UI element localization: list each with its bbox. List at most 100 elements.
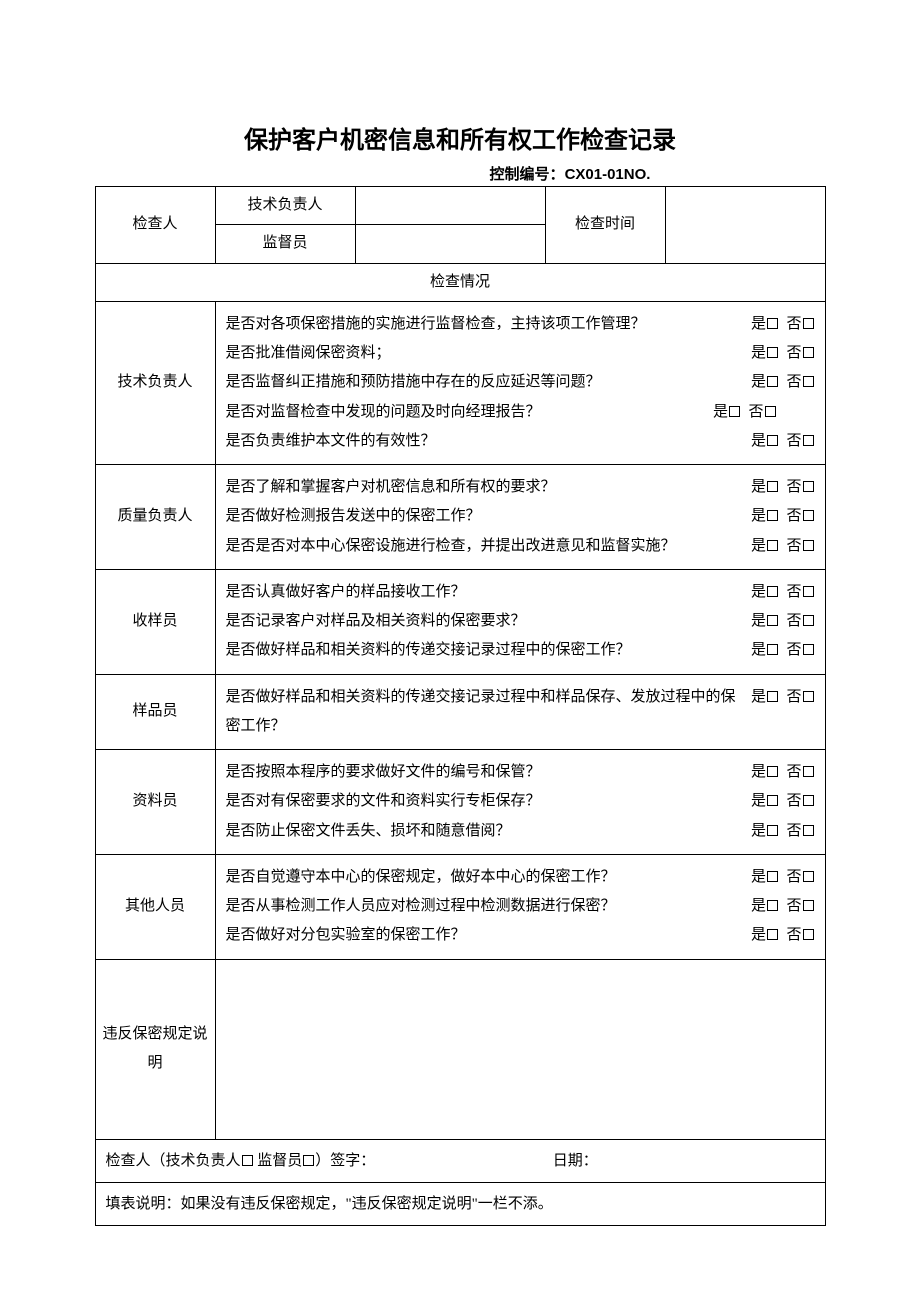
yes-checkbox[interactable]	[767, 825, 778, 836]
question-line: 是否对各项保密措施的实施进行监督检查，主持该项工作管理？是 否	[226, 310, 815, 339]
yes-no-group: 是 否	[743, 787, 815, 816]
section-row: 技术负责人是否对各项保密措施的实施进行监督检查，主持该项工作管理？是 否是否批准…	[95, 301, 825, 464]
yes-checkbox[interactable]	[767, 376, 778, 387]
yes-checkbox[interactable]	[767, 318, 778, 329]
yes-label: 是	[751, 898, 766, 914]
section-row: 收样员是否认真做好客户的样品接收工作？是 否是否记录客户对样品及相关资料的保密要…	[95, 569, 825, 674]
note-text: 填表说明：如果没有违反保密规定，"违反保密规定说明"一栏不添。	[95, 1182, 825, 1225]
no-label: 否	[786, 479, 801, 495]
question-text: 是否做好样品和相关资料的传递交接记录过程中和样品保存、发放过程中的保密工作？	[226, 683, 743, 742]
no-checkbox[interactable]	[765, 406, 776, 417]
no-checkbox[interactable]	[803, 825, 814, 836]
yes-checkbox[interactable]	[767, 347, 778, 358]
no-checkbox[interactable]	[803, 481, 814, 492]
no-checkbox[interactable]	[803, 318, 814, 329]
question-line: 是否自觉遵守本中心的保密规定，做好本中心的保密工作？是 否	[226, 863, 815, 892]
section-row: 资料员是否按照本程序的要求做好文件的编号和保管？是 否是否对有保密要求的文件和资…	[95, 750, 825, 855]
no-checkbox[interactable]	[803, 644, 814, 655]
sig-prefix: 检查人（技术负责人	[106, 1153, 241, 1169]
yes-no-group: 是 否	[743, 368, 815, 397]
questions-cell: 是否自觉遵守本中心的保密规定，做好本中心的保密工作？是 否是否从事检测工作人员应…	[215, 854, 825, 959]
yes-checkbox[interactable]	[767, 510, 778, 521]
violation-content[interactable]	[215, 959, 825, 1139]
question-text: 是否认真做好客户的样品接收工作？	[226, 578, 743, 607]
no-checkbox[interactable]	[803, 347, 814, 358]
yes-checkbox[interactable]	[767, 481, 778, 492]
yes-no-group: 是 否	[743, 817, 815, 846]
no-label: 否	[786, 433, 801, 449]
question-text: 是否做好检测报告发送中的保密工作？	[226, 502, 743, 531]
question-text: 是否记录客户对样品及相关资料的保密要求？	[226, 607, 743, 636]
no-checkbox[interactable]	[803, 615, 814, 626]
yes-checkbox[interactable]	[767, 871, 778, 882]
no-checkbox[interactable]	[803, 766, 814, 777]
no-checkbox[interactable]	[803, 510, 814, 521]
control-label: 控制编号：	[490, 166, 565, 183]
no-checkbox[interactable]	[803, 586, 814, 597]
yes-checkbox[interactable]	[767, 615, 778, 626]
header-supervisor-value[interactable]	[355, 225, 545, 263]
header-tech-lead-value[interactable]	[355, 187, 545, 225]
question-text: 是否做好样品和相关资料的传递交接记录过程中的保密工作？	[226, 636, 743, 665]
no-label: 否	[748, 404, 763, 420]
yes-checkbox[interactable]	[767, 929, 778, 940]
no-checkbox[interactable]	[803, 871, 814, 882]
no-label: 否	[786, 538, 801, 554]
question-line: 是否按照本程序的要求做好文件的编号和保管？是 否	[226, 758, 815, 787]
question-line: 是否负责维护本文件的有效性？是 否	[226, 427, 815, 456]
section-row: 其他人员是否自觉遵守本中心的保密规定，做好本中心的保密工作？是 否是否从事检测工…	[95, 854, 825, 959]
no-checkbox[interactable]	[803, 929, 814, 940]
no-checkbox[interactable]	[803, 376, 814, 387]
yes-label: 是	[751, 345, 766, 361]
yes-label: 是	[751, 316, 766, 332]
yes-label: 是	[751, 823, 766, 839]
no-checkbox[interactable]	[803, 900, 814, 911]
note-row: 填表说明：如果没有违反保密规定，"违反保密规定说明"一栏不添。	[95, 1182, 825, 1225]
header-check-status: 检查情况	[95, 263, 825, 301]
yes-label: 是	[751, 613, 766, 629]
header-inspector: 检查人	[95, 187, 215, 264]
no-label: 否	[786, 345, 801, 361]
question-line: 是否对有保密要求的文件和资料实行专柜保存？是 否	[226, 787, 815, 816]
yes-checkbox[interactable]	[767, 795, 778, 806]
no-checkbox[interactable]	[803, 435, 814, 446]
yes-no-group: 是 否	[743, 502, 815, 531]
yes-checkbox[interactable]	[767, 540, 778, 551]
sig-supervisor-checkbox[interactable]	[303, 1155, 314, 1166]
sig-techlead-checkbox[interactable]	[242, 1155, 253, 1166]
yes-checkbox[interactable]	[729, 406, 740, 417]
no-checkbox[interactable]	[803, 540, 814, 551]
control-value: CX01-01NO.	[565, 166, 651, 183]
question-text: 是否防止保密文件丢失、损坏和随意借阅？	[226, 817, 743, 846]
question-line: 是否是否对本中心保密设施进行检查，并提出改进意见和监督实施？是 否	[226, 532, 815, 561]
question-line: 是否记录客户对样品及相关资料的保密要求？是 否	[226, 607, 815, 636]
no-checkbox[interactable]	[803, 795, 814, 806]
no-label: 否	[786, 764, 801, 780]
yes-no-group: 是 否	[743, 473, 815, 502]
yes-checkbox[interactable]	[767, 766, 778, 777]
yes-checkbox[interactable]	[767, 435, 778, 446]
question-line: 是否做好样品和相关资料的传递交接记录过程中和样品保存、发放过程中的保密工作？是 …	[226, 683, 815, 742]
question-text: 是否批准借阅保密资料；	[226, 339, 743, 368]
no-label: 否	[786, 316, 801, 332]
yes-checkbox[interactable]	[767, 900, 778, 911]
yes-label: 是	[751, 689, 766, 705]
sig-mid1: 监督员	[257, 1153, 302, 1169]
header-check-time-value[interactable]	[665, 187, 825, 264]
question-line: 是否防止保密文件丢失、损坏和随意借阅？是 否	[226, 817, 815, 846]
yes-no-group: 是 否	[743, 532, 815, 561]
no-label: 否	[786, 869, 801, 885]
violation-row: 违反保密规定说明	[95, 959, 825, 1139]
yes-label: 是	[713, 404, 728, 420]
role-label: 样品员	[95, 674, 215, 750]
yes-checkbox[interactable]	[767, 586, 778, 597]
question-line: 是否从事检测工作人员应对检测过程中检测数据进行保密？是 否	[226, 892, 815, 921]
sig-mid2: ）签字：	[315, 1153, 375, 1169]
yes-checkbox[interactable]	[767, 644, 778, 655]
yes-no-group: 是 否	[743, 427, 815, 456]
yes-label: 是	[751, 479, 766, 495]
yes-checkbox[interactable]	[767, 691, 778, 702]
no-checkbox[interactable]	[803, 691, 814, 702]
question-line: 是否做好样品和相关资料的传递交接记录过程中的保密工作？是 否	[226, 636, 815, 665]
question-text: 是否从事检测工作人员应对检测过程中检测数据进行保密？	[226, 892, 743, 921]
